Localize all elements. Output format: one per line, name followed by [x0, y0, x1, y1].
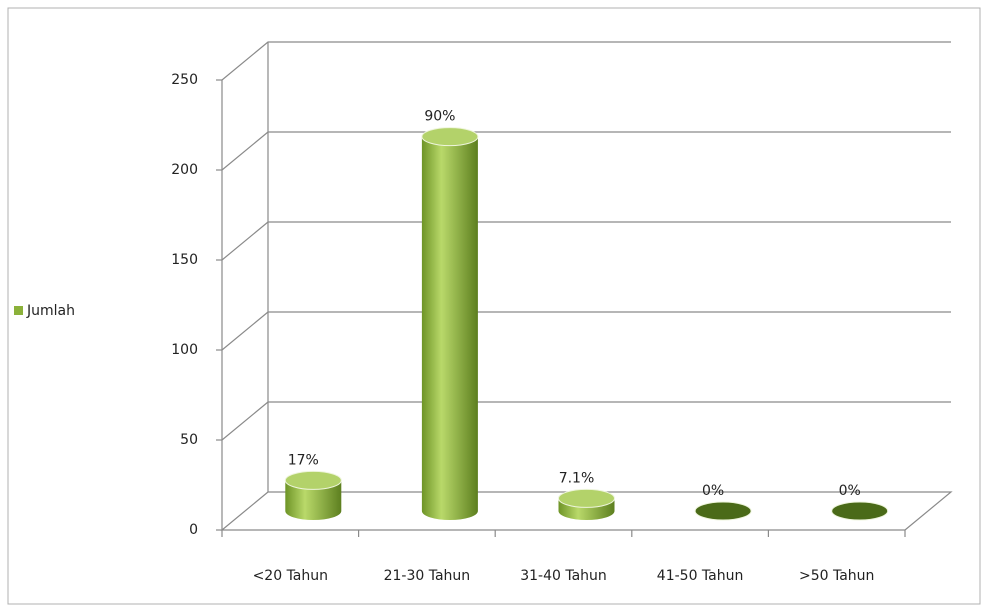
floor [220, 491, 953, 531]
data-label: 0% [702, 483, 724, 499]
x-tick-label: 41-50 Tahun [657, 568, 744, 584]
y-tick-label: 50 [180, 432, 198, 448]
chart-frame [7, 7, 981, 605]
grid-line [221, 41, 951, 81]
y-tick-label: 0 [189, 522, 198, 538]
y-tick-label: 100 [171, 342, 198, 358]
x-tick-label: <20 Tahun [253, 568, 328, 584]
data-label: 0% [839, 483, 861, 499]
legend-swatch [14, 306, 23, 315]
grid-line [221, 311, 951, 351]
x-tick-label: 21-30 Tahun [384, 568, 471, 584]
y-tick-label: 250 [171, 72, 198, 88]
grid-line [221, 401, 951, 441]
grid-line [221, 221, 951, 261]
x-tick-label: 31-40 Tahun [520, 568, 607, 584]
x-tick-label: >50 Tahun [799, 568, 874, 584]
bar-top [831, 501, 889, 521]
legend-label: Jumlah [26, 303, 75, 319]
y-tick-label: 150 [171, 252, 198, 268]
bar-top [284, 470, 342, 490]
bar [421, 136, 478, 520]
data-label: 7.1% [559, 470, 595, 486]
bar-top [694, 501, 752, 521]
grid-line [221, 131, 951, 171]
y-tick-label: 200 [171, 162, 198, 178]
bar-top [558, 488, 615, 508]
data-label: 90% [424, 109, 455, 125]
bar-top [421, 127, 479, 147]
bar [285, 480, 342, 520]
data-label: 17% [288, 452, 319, 468]
